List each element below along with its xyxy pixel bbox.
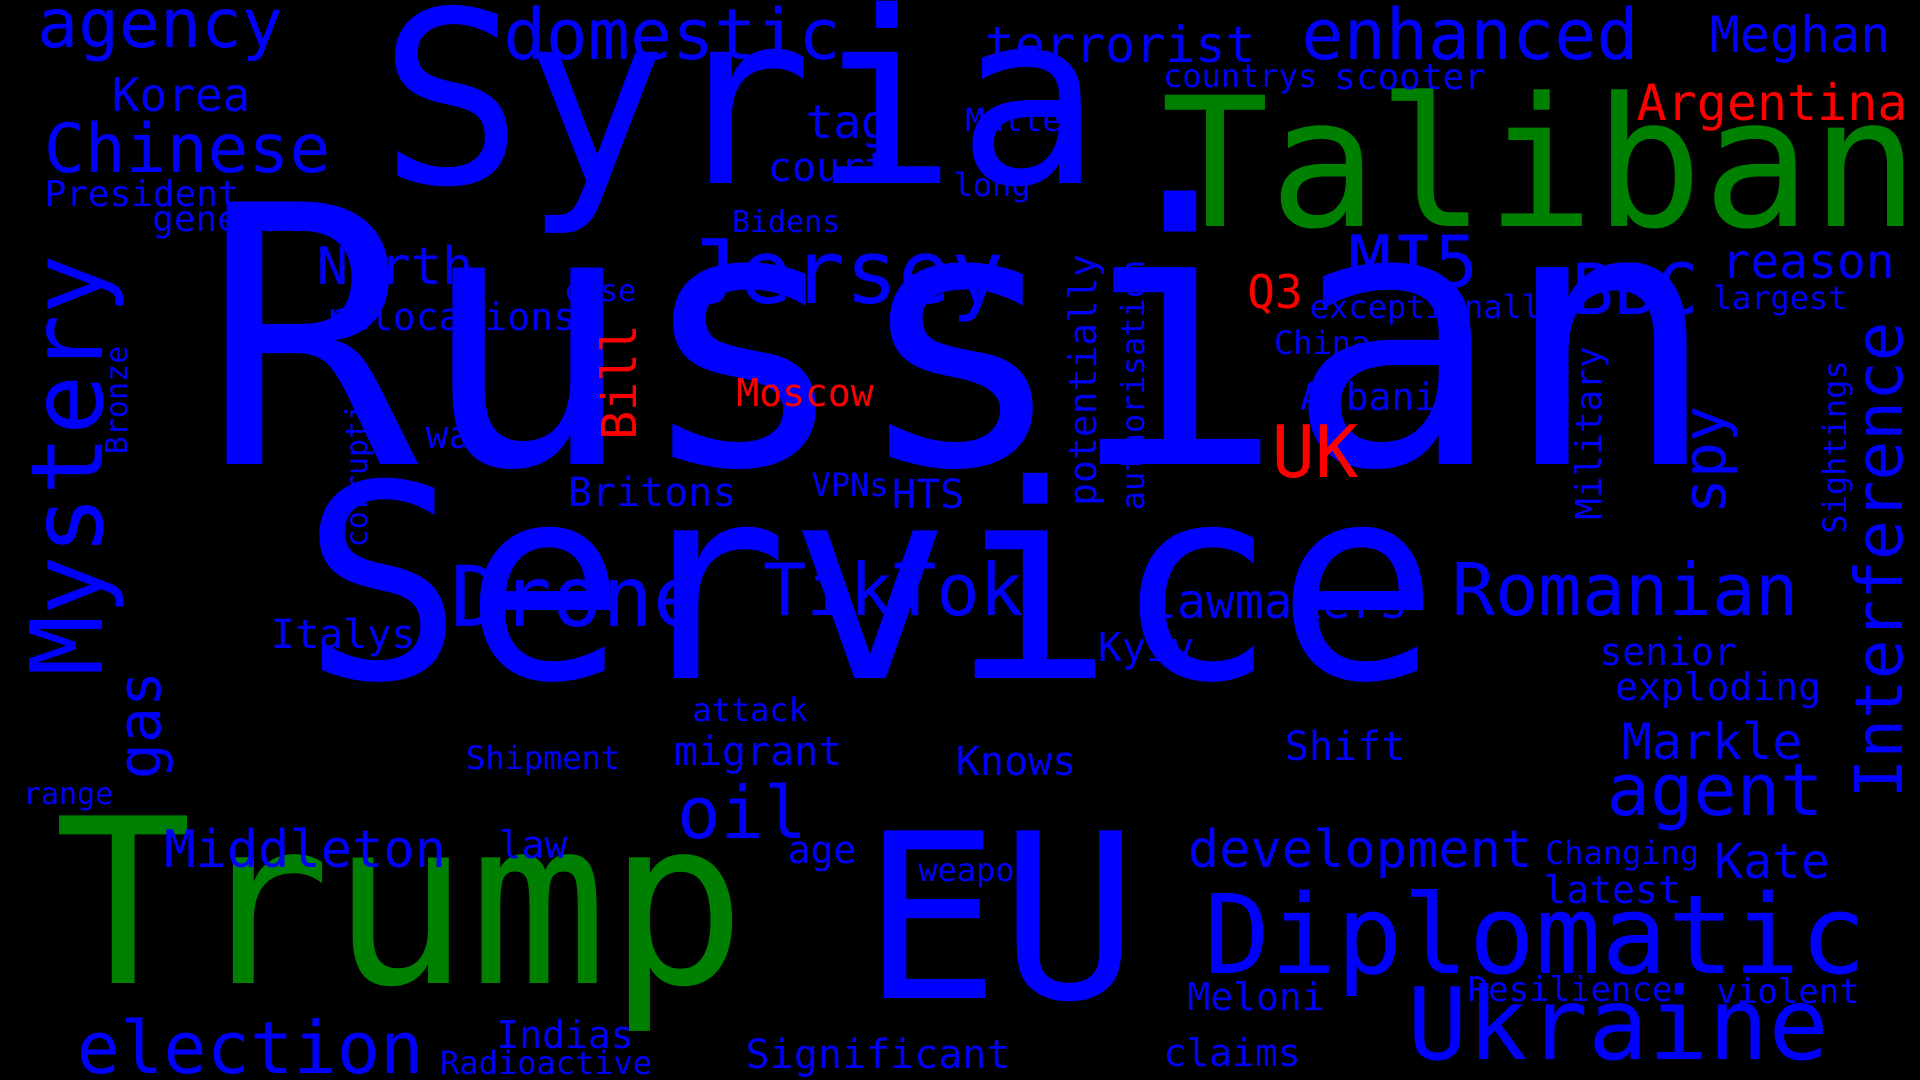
word-tag: tag: [805, 95, 889, 149]
word-jersey: Jersey: [686, 221, 1004, 324]
word-agency: agency: [37, 0, 283, 64]
word-russian: Russian: [201, 130, 1719, 549]
word-potentially: potentially: [1061, 254, 1105, 506]
word-bbc: BBC: [1571, 249, 1699, 331]
word-romanian: Romanian: [1451, 548, 1799, 632]
word-age: age: [787, 828, 857, 872]
word-china: China: [1273, 324, 1371, 362]
word-italys: Italys: [270, 612, 416, 658]
word-syria: Syria: [378, 0, 1102, 240]
word-election: election: [76, 1006, 424, 1080]
word-spy: spy: [1670, 405, 1740, 515]
word-mi5: MI5: [1347, 220, 1479, 304]
word-lawmakers: lawmakers: [1147, 574, 1409, 630]
word-violent: violent: [1716, 972, 1860, 1012]
word-korea: Korea: [111, 68, 251, 122]
word-domestic: domestic: [503, 0, 841, 76]
word-drone: Drone: [450, 548, 704, 646]
word-meghan: Meghan: [1709, 6, 1891, 64]
word-mystery: Mystery: [9, 254, 126, 676]
word-development: development: [1187, 820, 1533, 880]
word-britons: Britons: [567, 470, 737, 516]
word-corruption: corruption: [340, 366, 375, 548]
word-trump: Trump: [53, 771, 747, 1038]
word-reason: reason: [1721, 234, 1895, 290]
word-authorisation: authorisation: [1114, 259, 1152, 511]
word-meloni: Meloni: [1187, 975, 1325, 1019]
word-court: court: [767, 145, 889, 191]
word-largest: largest: [1712, 279, 1848, 317]
word-case: case: [563, 274, 637, 309]
word-eu: EU: [861, 786, 1139, 1053]
word-attack: attack: [692, 691, 808, 729]
word-hts: HTS: [891, 472, 965, 518]
word-resilience: Resilience: [1467, 970, 1673, 1010]
word-shift: Shift: [1284, 724, 1406, 770]
word-knows: Knows: [955, 739, 1077, 785]
word-relocations: relocations: [324, 295, 576, 339]
word-exploding: exploding: [1615, 665, 1821, 709]
word-military: Military: [1569, 346, 1610, 520]
word-uk: UK: [1271, 410, 1359, 494]
word-migrant: migrant: [673, 729, 843, 775]
word-agent: agent: [1606, 748, 1824, 832]
word-bill: Bill: [592, 324, 648, 440]
word-general: general: [152, 199, 304, 240]
word-significant: Significant: [745, 1032, 1011, 1078]
word-changing: Changing: [1544, 834, 1700, 872]
word-matter: Matter: [965, 101, 1081, 139]
word-sightings: Sightings: [1816, 360, 1854, 534]
word-diplomatic: Diplomatic: [1203, 871, 1867, 999]
word-scooter: scooter: [1334, 57, 1486, 98]
word-long: long: [953, 166, 1031, 204]
word-interference: Interference: [1841, 321, 1918, 799]
word-latest: latest: [1543, 868, 1681, 912]
word-weapon: weapon: [918, 851, 1034, 889]
word-vpns: VPNs: [811, 466, 889, 504]
word-north: North: [316, 237, 474, 297]
word-senior: senior: [1599, 630, 1737, 674]
word-terrorist: terrorist: [984, 16, 1256, 74]
word-kyiv: Kyiv: [1097, 625, 1195, 671]
word-service: Service: [301, 427, 1439, 742]
word-oil: oil: [676, 771, 808, 855]
word-chinese: Chinese: [43, 110, 331, 189]
word-markle: Markle: [1621, 713, 1803, 771]
word-claims: claims: [1163, 1031, 1301, 1075]
word-taliban: Taliban: [1160, 60, 1920, 269]
word-bronze: Bronze: [100, 345, 135, 455]
word-gas: gas: [105, 670, 175, 780]
word-law: law: [498, 823, 568, 867]
word-range: range: [22, 777, 114, 812]
word-middleton: Middleton: [164, 820, 446, 880]
word-shipment: Shipment: [465, 739, 621, 777]
word-ukraine: Ukraine: [1407, 966, 1829, 1080]
word-indias: Indias: [496, 1013, 634, 1057]
word-albania: Albania: [1299, 375, 1461, 419]
word-bidens: Bidens: [731, 205, 841, 240]
word-tiktok: TikTok: [762, 548, 1024, 632]
word-argentina: Argentina: [1636, 74, 1908, 132]
word-president: President: [44, 174, 240, 215]
word-war: war: [425, 413, 495, 457]
word-exceptionally: exceptionally: [1309, 288, 1561, 326]
word-enhanced: enhanced: [1301, 0, 1639, 76]
word-radioactive: Radioactive: [440, 1044, 652, 1080]
word-countrys: countrys: [1162, 57, 1318, 95]
word-kate: Kate: [1714, 834, 1830, 890]
word-q3: Q3: [1247, 265, 1303, 319]
word-moscow: Moscow: [736, 371, 874, 415]
